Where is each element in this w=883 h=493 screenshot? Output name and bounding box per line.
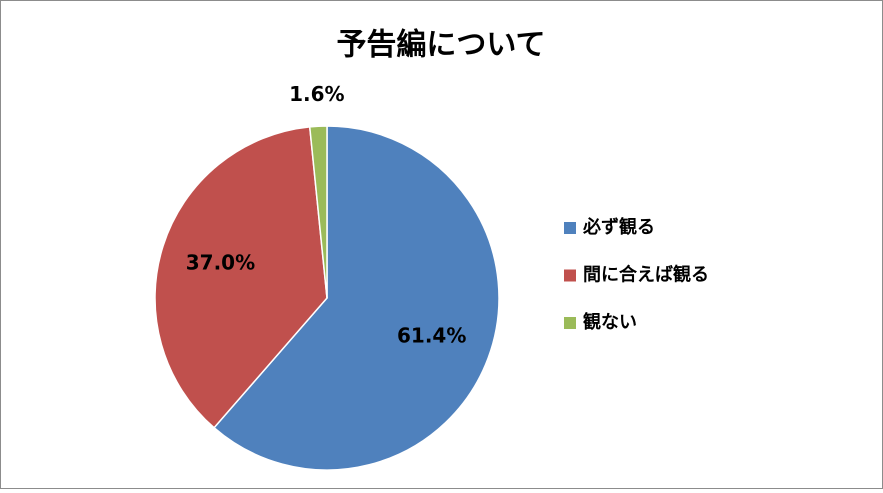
legend-label: 観ない [583, 311, 637, 333]
legend-swatch [564, 222, 576, 234]
legend-swatch [564, 269, 576, 282]
pie-slice [308, 125, 328, 299]
data-label: 37.0% [186, 251, 255, 275]
data-label: 61.4% [397, 324, 466, 348]
legend-label: 必ず観る [582, 216, 655, 238]
pie-slice [213, 125, 500, 471]
legend-label: 間に合えば観る [583, 264, 709, 286]
pie-slice [154, 126, 328, 429]
chart-title: 予告編について [336, 28, 545, 63]
legend-swatch [564, 317, 576, 329]
data-label: 1.6% [289, 82, 344, 106]
